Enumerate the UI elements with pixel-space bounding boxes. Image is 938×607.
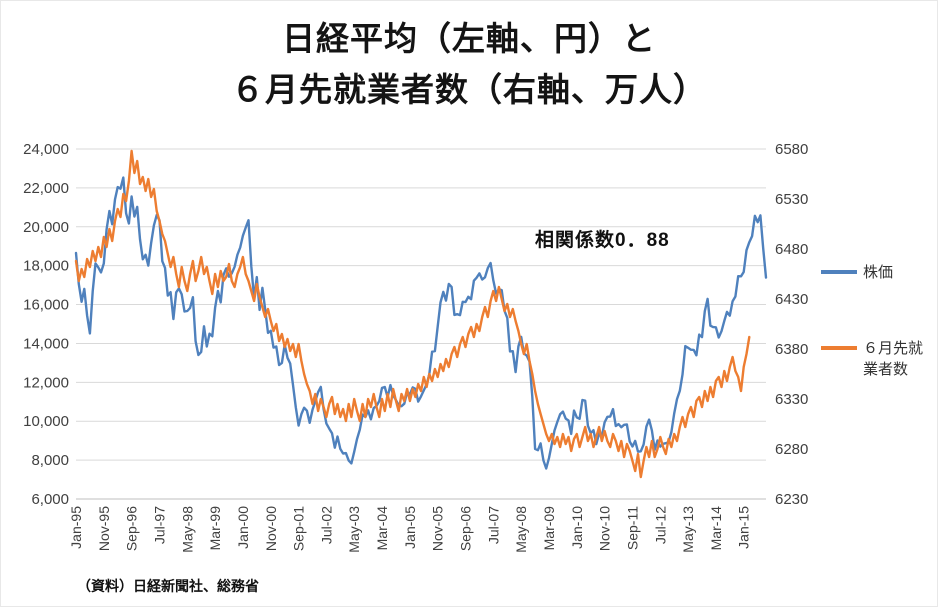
y-left-tick-label: 14,000 xyxy=(23,335,69,352)
x-tick-label: May-03 xyxy=(346,506,362,553)
series-line-employment xyxy=(74,149,751,479)
x-tick-label: Nov-95 xyxy=(96,506,112,551)
y-right-tick-label: 6230 xyxy=(775,491,808,508)
x-tick-label: Sep-96 xyxy=(124,506,140,551)
chart-title-line1: 日経平均（左軸、円）と xyxy=(282,20,656,57)
x-tick-label: Nov-10 xyxy=(597,506,613,551)
x-tick-label: Jul-07 xyxy=(485,506,501,544)
y-right-tick-label: 6280 xyxy=(775,441,808,458)
y-left-tick-label: 18,000 xyxy=(23,258,69,275)
legend-label-employment: ６月先就業者数 xyxy=(863,340,924,378)
legend-entry-stock: 株価 xyxy=(821,262,893,283)
x-tick-label: Jan-15 xyxy=(736,506,752,549)
x-tick-label: May-98 xyxy=(179,506,195,553)
x-tick-label: Nov-00 xyxy=(263,506,279,551)
y-left-tick-label: 8,000 xyxy=(31,452,69,469)
legend-marker-employment-line xyxy=(821,346,857,350)
y-left-tick-label: 24,000 xyxy=(23,141,69,158)
y-right-tick-label: 6380 xyxy=(775,341,808,358)
y-left-tick-label: 10,000 xyxy=(23,413,69,430)
legend-label-stock: 株価 xyxy=(863,264,894,281)
legend-marker-stock-line xyxy=(821,270,857,274)
y-right-tick-label: 6530 xyxy=(775,191,808,208)
series-line-stock xyxy=(74,176,768,470)
y-left-tick-label: 12,000 xyxy=(23,374,69,391)
legend-entry-employment: ６月先就業者数 xyxy=(821,338,929,380)
y-left-tick-label: 6,000 xyxy=(31,491,69,508)
source-note: （資料）日経新聞社、総務省 xyxy=(77,578,259,594)
x-tick-label: Sep-01 xyxy=(291,506,307,551)
x-tick-label: May-08 xyxy=(513,506,529,553)
y-left-tick-label: 16,000 xyxy=(23,297,69,314)
x-tick-label: Mar-14 xyxy=(708,506,724,551)
x-tick-label: Jan-00 xyxy=(235,506,251,549)
y-right-tick-label: 6480 xyxy=(775,241,808,258)
chart-title-line2: ６月先就業者数（右軸、万人） xyxy=(231,71,707,108)
x-tick-label: Jan-95 xyxy=(68,506,84,549)
y-left-tick-label: 22,000 xyxy=(23,180,69,197)
x-tick-label: Sep-11 xyxy=(624,506,640,550)
y-left-tick-label: 20,000 xyxy=(23,219,69,236)
x-tick-label: Jan-10 xyxy=(569,506,585,549)
chart-title: 日経平均（左軸、円）と ６月先就業者数（右軸、万人） xyxy=(1,13,937,115)
x-tick-label: Nov-05 xyxy=(430,506,446,551)
x-tick-label: Jul-02 xyxy=(318,506,334,544)
x-tick-label: Jan-05 xyxy=(402,506,418,549)
y-right-tick-label: 6330 xyxy=(775,391,808,408)
y-right-tick-label: 6580 xyxy=(775,141,808,158)
x-tick-label: Mar-09 xyxy=(541,506,557,551)
x-tick-label: Mar-04 xyxy=(374,506,390,551)
y-right-tick-label: 6430 xyxy=(775,291,808,308)
x-tick-label: Mar-99 xyxy=(207,506,223,551)
x-tick-label: Sep-06 xyxy=(458,506,474,551)
x-tick-label: May-13 xyxy=(680,506,696,553)
x-tick-label: Jul-12 xyxy=(652,506,668,544)
x-tick-label: Jul-97 xyxy=(151,506,167,544)
correlation-annotation: 相関係数0．88 xyxy=(535,230,670,251)
